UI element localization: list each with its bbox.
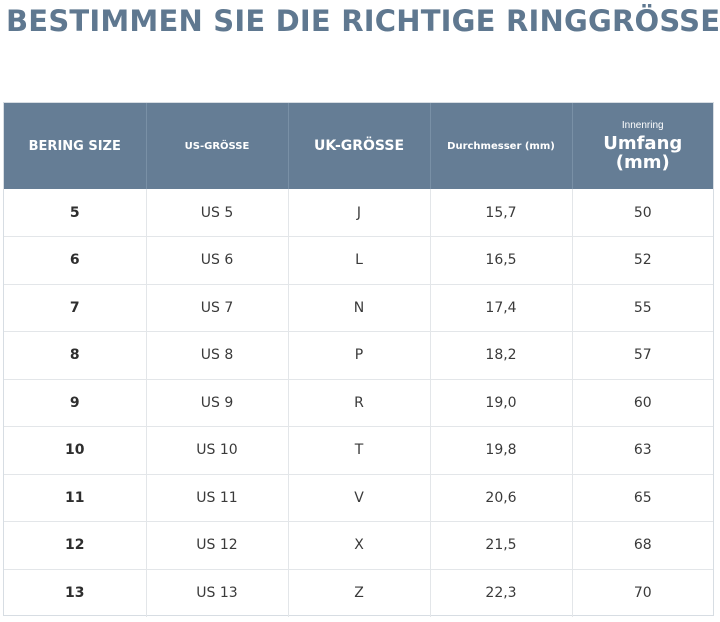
table-row: 10 US 10 T 19,8 63 xyxy=(4,426,713,475)
cell-us-size: US 5 xyxy=(146,189,289,237)
cell-bering-size: 6 xyxy=(4,236,147,285)
table-header: BERING SIZE US-GRÖSSE UK-GRÖSSE Durchmes… xyxy=(4,103,713,189)
cell-bering-size: 12 xyxy=(4,521,147,570)
cell-bering-size: 5 xyxy=(4,189,147,237)
cell-diameter: 22,3 xyxy=(430,569,573,617)
cell-circumference: 68 xyxy=(572,521,713,570)
header-circumference-main: Umfang (mm) xyxy=(603,132,683,173)
header-uk-size: UK-GRÖSSE xyxy=(288,103,431,189)
cell-uk-size: Z xyxy=(288,569,431,617)
cell-diameter: 20,6 xyxy=(430,474,573,522)
cell-bering-size: 11 xyxy=(4,474,147,522)
cell-uk-size: L xyxy=(288,236,431,285)
cell-circumference: 52 xyxy=(572,236,713,285)
cell-diameter: 15,7 xyxy=(430,189,573,237)
cell-circumference: 57 xyxy=(572,331,713,380)
cell-circumference: 55 xyxy=(572,284,713,332)
cell-uk-size: P xyxy=(288,331,431,380)
cell-diameter: 19,0 xyxy=(430,379,573,427)
cell-us-size: US 11 xyxy=(146,474,289,522)
cell-bering-size: 8 xyxy=(4,331,147,380)
cell-bering-size: 13 xyxy=(4,569,147,617)
cell-circumference: 70 xyxy=(633,585,652,601)
cell-circumference: 60 xyxy=(572,379,713,427)
cell-us-size: US 13 xyxy=(146,569,289,617)
table-row: 11 US 11 V 20,6 65 xyxy=(4,474,713,522)
cell-us-size: US 8 xyxy=(146,331,289,380)
cell-bering-size: 9 xyxy=(4,379,147,427)
header-us-size: US-GRÖSSE xyxy=(146,103,289,189)
cell-diameter: 17,4 xyxy=(430,284,573,332)
cell-us-size: US 7 xyxy=(146,284,289,332)
cell-diameter: 16,5 xyxy=(430,236,573,285)
cell-uk-size: N xyxy=(288,284,431,332)
ring-size-table: BERING SIZE US-GRÖSSE UK-GRÖSSE Durchmes… xyxy=(3,102,714,617)
cell-us-size: US 9 xyxy=(146,379,289,427)
cell-us-size: US 10 xyxy=(146,426,289,475)
table-row: 13 US 13 Z 22,3 70 xyxy=(4,569,713,617)
header-bering-size: BERING SIZE xyxy=(4,103,147,189)
cell-uk-size: V xyxy=(288,474,431,522)
header-circumference-top: Innenring xyxy=(621,120,664,132)
cell-circumference: 65 xyxy=(572,474,713,522)
cell-diameter: 19,8 xyxy=(430,426,573,475)
table-body: 5 US 5 J 15,7 50 6 US 6 L 16,5 52 7 US 7 N 17,4 55 8 US … xyxy=(4,189,713,617)
size-table: BERING SIZE US-GRÖSSE UK-GRÖSSE Durchmes… xyxy=(4,103,713,617)
header-diameter: Durchmesser (mm) xyxy=(430,103,573,189)
cell-uk-size: R xyxy=(288,379,431,427)
table-row: 5 US 5 J 15,7 50 xyxy=(4,189,713,237)
cell-bering-size: 7 xyxy=(4,284,147,332)
table-row: 7 US 7 N 17,4 55 xyxy=(4,284,713,332)
cell-bering-size: 10 xyxy=(4,426,147,475)
cell-us-size: US 6 xyxy=(146,236,289,285)
table-row: 6 US 6 L 16,5 52 xyxy=(4,236,713,285)
cell-us-size: US 12 xyxy=(146,521,289,570)
cell-uk-size: X xyxy=(288,521,431,570)
table-row: 9 US 9 R 19,0 60 xyxy=(4,379,713,427)
cell-diameter: 21,5 xyxy=(430,521,573,570)
header-row: BERING SIZE US-GRÖSSE UK-GRÖSSE Durchmes… xyxy=(4,103,713,189)
table-row: 8 US 8 P 18,2 57 xyxy=(4,331,713,380)
cell-uk-size: J xyxy=(288,189,431,237)
cell-diameter: 18,2 xyxy=(430,331,573,380)
cell-circumference: 63 xyxy=(572,426,713,475)
cell-uk-size: T xyxy=(288,426,431,475)
table-row: 12 US 12 X 21,5 68 xyxy=(4,521,713,570)
header-circumference: Innenring Umfang (mm) xyxy=(572,103,713,189)
page-title: BESTIMMEN SIE DIE RICHTIGE RINGGRÖSSE II xyxy=(6,4,720,38)
cell-circumference: 50 xyxy=(572,189,713,237)
